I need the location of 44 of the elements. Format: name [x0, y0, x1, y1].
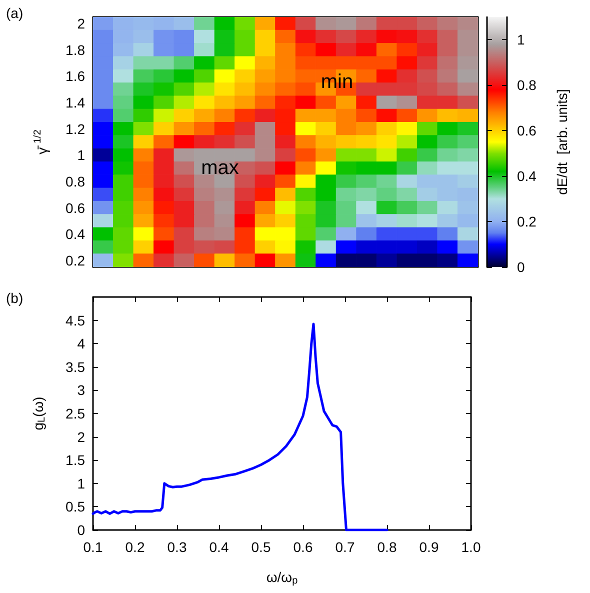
color-bar-label: 0.6: [517, 122, 537, 139]
color-bar-label: 0.4: [517, 168, 537, 184]
x-tick-label: 1.0: [461, 539, 481, 555]
y-tick-label: 0.5: [66, 498, 86, 515]
y-tick-label: 0: [77, 522, 86, 538]
x-tick-label: 0.7: [335, 539, 355, 555]
color-bar-label: 0: [517, 259, 525, 275]
y-tick-label: 1: [77, 147, 86, 164]
y-tick-label: 1.8: [66, 42, 86, 58]
color-bar-label: 1: [517, 32, 525, 48]
text: (a): [6, 5, 24, 21]
y-tick-label: 0.4: [66, 226, 86, 242]
text: (b): [6, 290, 24, 306]
y-tick-label: 1.6: [66, 68, 86, 84]
color-bar-title: dE/dt [arb. units]: [554, 89, 570, 195]
y-tick-label: 1.5: [66, 452, 86, 468]
x-tick-label: 0.2: [125, 539, 145, 555]
y-tick-label: 2: [77, 16, 86, 32]
y-tick-label: 3.5: [66, 358, 86, 375]
y-tick-label: 1.4: [66, 94, 86, 111]
x-tick-label: 0.4: [209, 539, 229, 555]
color-bar-label: 0.8: [517, 77, 537, 94]
y-tick-label: 1.2: [66, 120, 86, 137]
y-axis-title: gL(ω): [30, 396, 48, 430]
y-tick-label: 1: [77, 475, 86, 492]
x-tick-label: 0.8: [377, 539, 397, 555]
annotation: max: [201, 157, 239, 179]
x-tick-label: 0.5: [251, 539, 271, 555]
y-tick-label: 0.8: [66, 173, 86, 190]
color-bar-label: 0.2: [517, 214, 537, 230]
x-tick-label: 0.6: [293, 539, 313, 555]
y-tick-label: 2.5: [66, 406, 86, 422]
line-series: [92, 322, 388, 532]
x-tick-label: 0.3: [167, 539, 187, 555]
y-tick-label: 4.5: [66, 312, 86, 328]
y-tick-label: 4: [77, 336, 86, 352]
y-tick-label: 0.2: [66, 252, 86, 268]
y-tick-label: 0.6: [66, 200, 86, 216]
x-tick-label: 0.9: [419, 539, 439, 555]
y-tick-label: 3: [77, 382, 86, 398]
x-tick-label: 0.1: [83, 539, 103, 555]
y-tick-label: 2: [77, 428, 86, 445]
annotation: min: [320, 71, 354, 93]
y-axis-title: γ̄ 1/2: [32, 129, 50, 154]
